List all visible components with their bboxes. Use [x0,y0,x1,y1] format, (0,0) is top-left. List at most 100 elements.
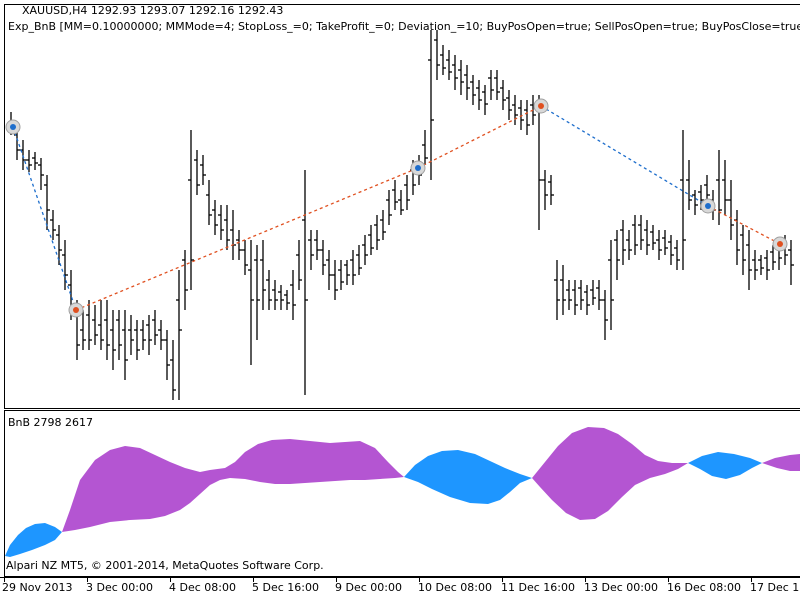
trade-marker-dot [73,307,79,313]
price-bar [176,270,182,400]
trade-line [707,205,781,245]
price-bar [560,265,566,315]
price-bar [272,280,278,310]
trade-marker [5,119,21,135]
price-bar [542,170,548,210]
price-bar [26,150,32,172]
price-bar [350,250,356,285]
price-bar [728,180,734,240]
price-bar [620,220,626,265]
price-bar [512,95,518,125]
price-bar [164,330,170,380]
price-bar [566,280,572,310]
price-bar [50,210,56,240]
price-bar [248,240,254,365]
price-bar [398,190,404,215]
price-bars [8,30,794,400]
expert-info: Exp_BnB [MM=0.10000000; MMMode=4; StopLo… [8,20,800,33]
price-bar [656,230,662,260]
time-ticks [4,577,752,582]
price-bar [200,155,206,185]
price-bar [746,230,752,290]
price-bar [380,210,386,240]
price-bar [146,315,152,355]
price-bar [722,160,728,215]
price-bar [596,280,602,310]
indicator-label: BnB 2798 2617 [8,416,94,429]
price-bar [482,85,488,115]
price-bar [614,230,620,280]
price-bar [104,300,110,360]
price-bar [278,285,284,310]
price-bar [392,180,398,210]
trade-marker [68,302,84,318]
indicator-histogram [5,427,800,557]
price-bar [266,270,272,310]
time-label: 9 Dec 00:00 [335,581,402,594]
price-bar [428,30,434,180]
time-label: 13 Dec 00:00 [584,581,658,594]
price-bar [20,140,26,170]
price-bar [158,320,164,350]
price-bar [638,215,644,250]
price-bar [740,225,746,275]
price-bar [188,130,194,290]
trade-marker [533,98,549,114]
price-bar [326,250,332,290]
price-bar [668,235,674,265]
price-bar [308,230,314,270]
price-bar [122,310,128,380]
price-bar [662,230,668,255]
trade-marker-dot [777,241,783,247]
price-bar [434,30,440,80]
price-bar [500,80,506,110]
price-bar [362,235,368,265]
trade-marker-dot [538,103,544,109]
price-bar [716,150,722,225]
trade-markers [5,98,788,318]
price-bar [524,100,530,135]
price-bar [626,230,632,260]
price-bar [116,310,122,360]
price-bar [332,260,338,300]
price-bar [788,240,794,285]
time-label: 16 Dec 08:00 [667,581,741,594]
price-bar [260,240,266,310]
price-bar [476,80,482,110]
copyright-text: Alpari NZ MT5, © 2001-2014, MetaQuotes S… [6,559,324,572]
price-bar [344,260,350,285]
price-bar [242,240,248,275]
price-bar [86,300,92,350]
price-bar [206,180,212,225]
price-bar [536,95,542,230]
trade-marker [700,198,716,214]
price-bar [314,230,320,260]
trade-marker-dot [705,203,711,209]
price-bar [488,70,494,100]
price-bar [290,270,296,320]
price-bar [572,280,578,315]
price-bar [650,225,656,250]
price-bar [590,280,596,305]
price-bar [644,220,650,255]
price-bar [734,210,740,265]
price-bar [608,240,614,330]
price-bar [80,310,86,350]
bulls-area [532,427,688,520]
bears-area [688,452,762,479]
price-bar [218,205,224,240]
trade-marker-dot [415,165,421,171]
price-bar [692,190,698,215]
bulls-area [62,439,404,532]
price-bar [134,320,140,360]
trade-marker [772,236,788,252]
price-bar [338,260,344,290]
price-bar [602,290,608,340]
price-bar [554,260,560,320]
time-label: 4 Dec 08:00 [169,581,236,594]
trade-marker [410,160,426,176]
price-bar [38,158,44,190]
price-bar [128,315,134,355]
indicator-frame [4,410,800,577]
